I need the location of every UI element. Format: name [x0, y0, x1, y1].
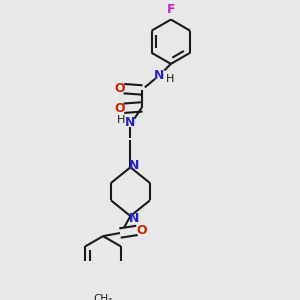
Text: N: N: [128, 159, 139, 172]
Text: O: O: [115, 82, 125, 95]
Text: N: N: [128, 212, 139, 225]
Text: F: F: [167, 3, 175, 16]
Text: CH₃: CH₃: [93, 294, 113, 300]
Text: N: N: [154, 69, 164, 82]
Text: O: O: [136, 224, 147, 237]
Text: N: N: [125, 116, 136, 129]
Text: H: H: [117, 116, 125, 125]
Text: H: H: [166, 74, 174, 84]
Text: O: O: [115, 102, 125, 115]
